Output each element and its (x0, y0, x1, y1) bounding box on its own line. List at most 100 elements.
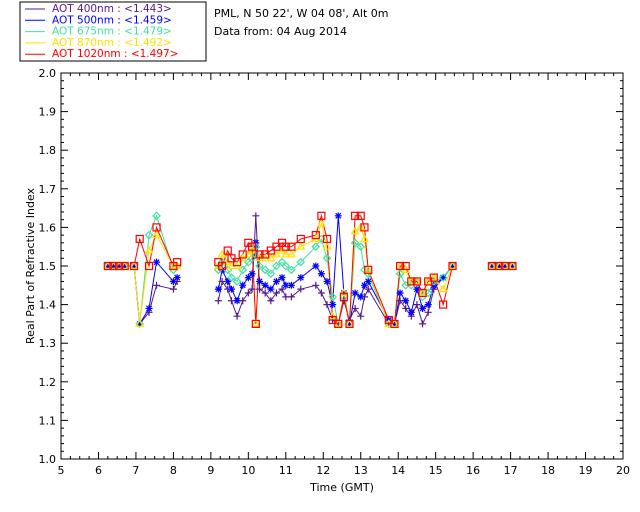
x-axis: 5 6 7 8 9 10 11 12 13 14 15 16 17 18 19 20 (58, 73, 630, 477)
y-tick-label: 1.3 (39, 337, 57, 350)
data-point (350, 238, 360, 248)
data-point (251, 319, 260, 328)
data-point (363, 265, 373, 273)
data-point (255, 261, 264, 271)
data-point (130, 262, 138, 270)
data-point (135, 234, 144, 244)
y-tick-label: 2.0 (39, 67, 57, 80)
data-point (135, 319, 145, 327)
data-point (360, 223, 369, 232)
data-point (272, 289, 280, 297)
data-point (281, 261, 291, 271)
data-point (419, 304, 427, 312)
data-point (507, 261, 518, 270)
data-point (418, 288, 427, 298)
data-point (152, 211, 161, 221)
data-point (334, 319, 343, 328)
data-point (169, 277, 177, 285)
data-point (439, 274, 447, 282)
data-point (227, 273, 236, 282)
legend-entry: AOT 1020nm : <1.497> (52, 48, 179, 60)
data-point (109, 262, 117, 270)
data-point (261, 289, 269, 297)
data-point (328, 311, 338, 320)
data-point (316, 218, 326, 227)
data-point (255, 250, 264, 259)
data-point (488, 262, 496, 270)
data-point (429, 273, 438, 282)
x-tick-label: 8 (170, 464, 177, 477)
data-point (281, 242, 290, 251)
data-point (115, 262, 123, 270)
y-tick-label: 1.6 (39, 221, 57, 234)
x-tick-label: 12 (316, 464, 330, 477)
data-point (311, 231, 320, 240)
data-point (169, 285, 177, 293)
data-point (412, 277, 422, 286)
y-tick-label: 1.0 (39, 453, 57, 466)
data-point (278, 285, 286, 293)
data-point (129, 261, 139, 270)
data-point (239, 281, 247, 289)
data-point (339, 288, 349, 297)
data-point (251, 319, 261, 327)
data-point (232, 277, 242, 286)
data-point (407, 308, 415, 316)
data-point (233, 297, 241, 305)
data-point (144, 230, 154, 240)
data-point (413, 285, 421, 293)
data-point (317, 270, 325, 278)
data-point (286, 249, 296, 258)
data-point (104, 262, 112, 270)
series-line-4 (218, 213, 453, 325)
data-point (351, 304, 359, 312)
data-point (120, 261, 129, 271)
data-point (357, 312, 365, 320)
legend-box (19, 1, 207, 62)
data-point (145, 304, 153, 312)
data-point (424, 301, 432, 309)
data-point (248, 270, 256, 278)
data-point (487, 261, 497, 270)
data-point (328, 292, 337, 302)
data-point (402, 304, 410, 312)
data-point (364, 285, 372, 293)
data-point (322, 242, 332, 250)
x-tick-label: 10 (241, 464, 255, 477)
data-point (357, 293, 365, 301)
data-point (256, 285, 264, 293)
data-point (153, 258, 161, 266)
data-point (339, 292, 348, 301)
data-point (247, 242, 257, 251)
data-point (396, 289, 404, 297)
data-point (438, 284, 448, 293)
y-tick-label: 1.8 (39, 144, 57, 157)
data-point (281, 249, 291, 258)
data-point (103, 261, 112, 271)
x-tick-label: 15 (429, 464, 443, 477)
data-point (173, 274, 181, 282)
data-point (144, 245, 154, 254)
y-tick-label: 1.1 (39, 414, 57, 427)
y-tick-label: 1.2 (39, 376, 57, 389)
data-point (449, 262, 457, 270)
data-point (439, 300, 448, 309)
data-point (287, 242, 296, 251)
data-point (508, 262, 516, 270)
data-point (287, 265, 296, 275)
data-point (297, 285, 305, 293)
y-axis: 1.0 1.1 1.2 1.3 1.4 1.5 1.6 1.7 1.8 1.9 2.0 (39, 67, 623, 466)
y-tick-label: 1.4 (39, 299, 57, 312)
y-tick-label: 1.7 (39, 183, 57, 196)
x-tick-label: 5 (58, 464, 65, 477)
data-point (323, 277, 331, 285)
y-tick-label: 1.9 (39, 106, 57, 119)
series-line-4 (107, 225, 178, 268)
data-point (438, 273, 448, 282)
x-tick-label: 13 (354, 464, 368, 477)
data-point (419, 320, 427, 328)
x-tick-label: 9 (207, 464, 214, 477)
data-point (152, 223, 161, 232)
data-point (364, 265, 373, 274)
